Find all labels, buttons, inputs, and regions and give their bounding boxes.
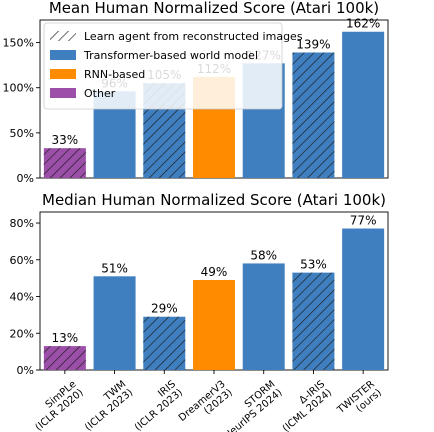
bar-hatch xyxy=(292,52,335,179)
legend-label: Other xyxy=(84,87,116,100)
bar-value-label: 29% xyxy=(151,302,178,316)
bar-hatch xyxy=(143,316,186,370)
y-tick-label: 100% xyxy=(3,82,34,95)
x-tick-label: IRIS(ICLR 2023) xyxy=(126,379,185,432)
median-score-panel: Median Human Normalized Score (Atari 100… xyxy=(10,191,389,377)
x-tick-label: SimPLe(ICLR 2020) xyxy=(26,379,85,432)
bar-hatch xyxy=(292,272,335,370)
bar-value-label: 77% xyxy=(350,214,377,228)
legend-label: Learn agent from reconstructed images xyxy=(84,30,303,43)
bar xyxy=(342,228,385,370)
bar xyxy=(93,276,136,370)
bar-value-label: 58% xyxy=(250,248,277,262)
bar-value-label: 53% xyxy=(300,258,327,272)
legend-swatch-hatch xyxy=(50,31,76,41)
x-tick-label: Δ-IRIS(ICML 2024) xyxy=(274,379,335,432)
chart-title: Mean Human Normalized Score (Atari 100k) xyxy=(49,0,379,17)
legend-swatch xyxy=(50,69,76,79)
legend-label: Transformer-based world model xyxy=(83,49,258,62)
y-tick-label: 0% xyxy=(17,364,34,377)
y-tick-label: 150% xyxy=(3,37,34,50)
legend-label: RNN-based xyxy=(84,68,145,81)
y-tick-label: 50% xyxy=(10,127,34,140)
x-tick-label: TWM(ICLR 2023) xyxy=(76,379,135,432)
bar-hatch xyxy=(43,148,86,178)
legend-swatch xyxy=(50,88,76,98)
legend-swatch xyxy=(50,50,76,60)
y-tick-label: 0% xyxy=(17,172,34,185)
x-tick-label: TWISTER(ours) xyxy=(335,379,384,425)
bar-value-label: 162% xyxy=(346,17,380,31)
y-tick-label: 20% xyxy=(10,327,34,340)
bar-hatch xyxy=(43,346,86,370)
bar-value-label: 51% xyxy=(101,261,128,275)
bar xyxy=(342,31,385,179)
y-tick-label: 40% xyxy=(10,291,34,304)
bar-value-label: 33% xyxy=(52,133,79,147)
legend: Learn agent from reconstructed images Tra… xyxy=(43,22,303,110)
mean-score-panel: Mean Human Normalized Score (Atari 100k)… xyxy=(3,0,389,185)
bar-value-label: 49% xyxy=(201,265,228,279)
bar xyxy=(193,279,235,370)
chart-title: Median Human Normalized Score (Atari 100… xyxy=(42,191,386,209)
y-tick-label: 80% xyxy=(10,217,34,230)
bar-value-label: 139% xyxy=(296,38,330,52)
legend-box xyxy=(43,22,283,110)
bar xyxy=(242,263,285,370)
x-tick-label: DreamerV3(2023) xyxy=(177,379,235,432)
y-tick-label: 60% xyxy=(10,254,34,267)
x-axis-labels: SimPLe(ICLR 2020) TWM(ICLR 2023) IRIS(ICLR… xyxy=(26,370,384,432)
bar-value-label: 13% xyxy=(52,331,79,345)
